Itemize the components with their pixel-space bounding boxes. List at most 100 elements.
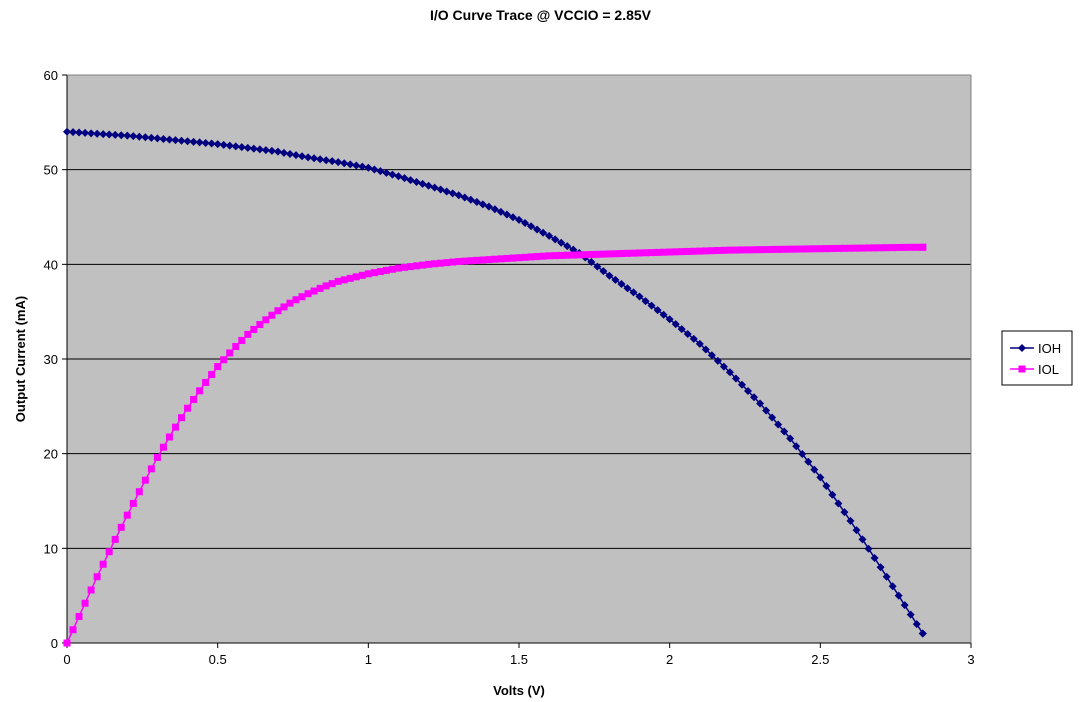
data-point — [719, 362, 728, 371]
data-point — [503, 254, 511, 262]
data-point — [515, 215, 523, 224]
chart-title: I/O Curve Trace @ VCCIO = 2.85V — [429, 7, 652, 23]
data-point — [840, 508, 849, 517]
data-point — [352, 273, 360, 281]
data-point — [768, 245, 776, 253]
data-point — [647, 301, 656, 310]
data-point — [75, 128, 84, 137]
data-point — [195, 138, 204, 147]
data-point — [63, 127, 71, 136]
data-point — [822, 482, 831, 491]
data-point — [316, 155, 325, 164]
data-point — [575, 251, 583, 259]
data-point — [87, 586, 95, 594]
data-point — [629, 288, 638, 297]
data-point — [141, 133, 150, 142]
data-point — [99, 560, 107, 568]
data-point — [630, 249, 638, 257]
data-point — [641, 297, 650, 306]
data-point — [677, 325, 686, 334]
data-point — [563, 251, 571, 259]
data-point — [322, 282, 330, 290]
data-point — [888, 582, 897, 591]
data-point — [213, 140, 222, 149]
data-point — [834, 499, 843, 508]
x-tick-label: 1 — [365, 652, 372, 667]
x-axis-title: Volts (V) — [493, 683, 545, 698]
data-point — [780, 245, 788, 253]
y-tick-label: 40 — [44, 257, 58, 272]
data-point — [262, 316, 270, 324]
data-point — [117, 523, 125, 531]
data-point — [455, 257, 463, 265]
data-point — [527, 222, 536, 231]
data-point — [430, 183, 439, 192]
data-point — [774, 245, 782, 253]
data-point — [425, 260, 433, 268]
data-point — [328, 157, 337, 166]
y-tick-label: 30 — [44, 352, 58, 367]
data-point — [129, 132, 138, 141]
data-point — [683, 330, 692, 339]
data-point — [328, 280, 336, 288]
data-point — [913, 243, 921, 251]
y-tick-label: 60 — [44, 68, 58, 83]
data-point — [684, 247, 692, 255]
data-point — [846, 516, 855, 525]
data-point — [238, 336, 246, 344]
data-point — [895, 243, 903, 251]
data-point — [99, 130, 108, 139]
data-point — [292, 296, 300, 304]
data-point — [196, 387, 204, 395]
data-point — [834, 244, 842, 252]
data-point — [448, 189, 457, 198]
data-point — [406, 176, 415, 185]
data-point — [183, 137, 192, 146]
data-point — [859, 244, 867, 252]
data-point — [665, 315, 674, 324]
data-point — [226, 349, 234, 357]
data-point — [623, 284, 632, 293]
data-point — [497, 255, 505, 263]
legend-marker-ioh — [1018, 344, 1026, 352]
data-point — [232, 343, 240, 351]
x-tick-label: 2 — [666, 652, 673, 667]
data-point — [599, 267, 608, 276]
data-point — [268, 311, 276, 319]
data-point — [81, 128, 90, 137]
data-point — [707, 351, 716, 360]
data-point — [460, 193, 469, 202]
data-point — [551, 252, 559, 260]
data-point — [605, 271, 614, 280]
data-point — [292, 151, 301, 160]
data-point — [599, 250, 607, 258]
data-point — [756, 246, 764, 254]
data-point — [334, 158, 343, 167]
data-point — [310, 287, 318, 295]
data-point — [280, 303, 288, 311]
data-point — [129, 499, 137, 507]
y-tick-label: 20 — [44, 447, 58, 462]
data-point — [123, 131, 132, 140]
data-point — [828, 490, 837, 499]
data-point — [237, 143, 246, 152]
data-point — [171, 136, 180, 145]
data-point — [285, 149, 294, 158]
data-point — [418, 179, 427, 188]
data-point — [593, 250, 601, 258]
data-point — [617, 280, 626, 289]
data-point — [478, 200, 487, 209]
data-point — [865, 244, 873, 252]
data-point — [159, 443, 167, 451]
data-point — [184, 404, 192, 412]
data-point — [804, 245, 812, 253]
data-point — [876, 563, 885, 572]
data-point — [774, 420, 783, 429]
data-point — [906, 610, 915, 619]
data-point — [732, 246, 740, 254]
data-point — [490, 205, 499, 214]
data-point — [141, 476, 149, 484]
data-point — [178, 414, 186, 422]
data-point — [563, 242, 572, 251]
data-point — [93, 129, 102, 138]
